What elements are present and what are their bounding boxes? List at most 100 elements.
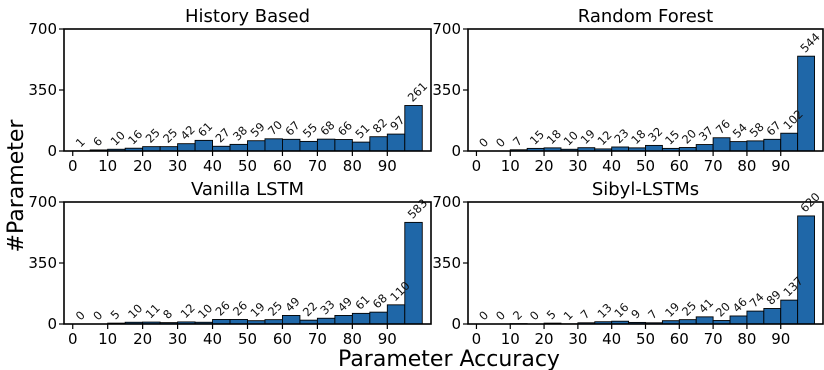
history-based-bar-label: 59 xyxy=(247,120,267,140)
random-forest-xtick-label: 50 xyxy=(636,157,655,175)
sibyl-lstms-bar-label: 25 xyxy=(679,299,699,319)
vanilla-lstm-bar xyxy=(351,312,371,325)
history-based-xtick-label: 10 xyxy=(98,157,117,175)
history-based-bar-label: 16 xyxy=(125,127,145,147)
vanilla-lstm-title: Vanilla LSTM xyxy=(191,179,304,200)
random-forest-bar-label: 20 xyxy=(679,126,699,146)
random-forest-panel: 0 0 7 1518101912231832152037765458671025440… xyxy=(432,6,824,175)
history-based-bar-label: 1 xyxy=(73,135,88,150)
history-based-ytick-label: 0 xyxy=(47,142,57,160)
history-based-bar-label: 67 xyxy=(282,118,302,138)
history-based-ytick-label: 700 xyxy=(28,20,57,38)
history-based-bar-label: 25 xyxy=(160,126,180,146)
vanilla-lstm-xtick-label: 80 xyxy=(343,330,362,348)
vanilla-lstm-xtick-label: 30 xyxy=(168,330,187,348)
vanilla-lstm-xtick-label: 50 xyxy=(238,330,257,348)
vanilla-lstm-bar-label: 10 xyxy=(195,301,215,321)
sibyl-lstms-bar xyxy=(797,215,815,325)
random-forest-bar xyxy=(729,141,748,152)
history-based-bar-label: 55 xyxy=(300,120,320,140)
random-forest-bar-label: 18 xyxy=(628,127,648,147)
sibyl-lstms-bar-label: 7 xyxy=(645,307,660,322)
history-based-bar xyxy=(334,139,353,152)
vanilla-lstm-bar-label: 0 xyxy=(73,308,88,323)
sibyl-lstms-xtick-label: 50 xyxy=(636,330,655,348)
vanilla-lstm-bar-label: 49 xyxy=(282,294,302,314)
vanilla-lstm-bar xyxy=(369,311,388,325)
history-based-bar-label: 82 xyxy=(370,116,390,136)
random-forest-xtick-label: 70 xyxy=(704,157,723,175)
history-based-bar xyxy=(177,143,196,152)
history-based-xtick-label: 90 xyxy=(378,157,397,175)
sibyl-lstms-xtick-label: 80 xyxy=(737,330,756,348)
sibyl-lstms-xtick-label: 30 xyxy=(568,330,587,348)
history-based-bar xyxy=(351,141,371,152)
sibyl-lstms-bar-label: 1 xyxy=(561,308,576,323)
vanilla-lstm-ytick-label: 0 xyxy=(47,315,57,333)
random-forest-xtick-label: 40 xyxy=(602,157,621,175)
random-forest-bar xyxy=(645,144,663,152)
sibyl-lstms-ytick-label: 350 xyxy=(432,254,461,272)
history-based-bar xyxy=(369,136,388,152)
history-based-bar xyxy=(264,138,283,152)
vanilla-lstm-bar-label: 26 xyxy=(230,298,250,318)
history-based-xtick-label: 0 xyxy=(68,157,78,175)
history-based-bar-label: 66 xyxy=(335,118,355,138)
random-forest-bar-label: 7 xyxy=(510,134,525,149)
random-forest-xtick-label: 60 xyxy=(670,157,689,175)
sibyl-lstms-xtick-label: 70 xyxy=(704,330,723,348)
history-based-xtick-label: 70 xyxy=(308,157,327,175)
history-based-title: History Based xyxy=(185,6,310,27)
history-based-panel: 1 6 10162525426127385970675568665182972610… xyxy=(28,6,432,175)
random-forest-xtick-label: 20 xyxy=(535,157,554,175)
history-based-bar xyxy=(299,140,318,152)
vanilla-lstm-xtick-label: 70 xyxy=(308,330,327,348)
sibyl-lstms-bar xyxy=(746,310,765,325)
random-forest-bar xyxy=(797,55,815,152)
history-based-bar xyxy=(247,140,266,152)
vanilla-lstm-bar-label: 583 xyxy=(405,196,430,221)
random-forest-bar xyxy=(695,144,714,152)
history-based-bar-label: 27 xyxy=(213,125,233,145)
vanilla-lstm-ytick-label: 700 xyxy=(28,193,57,211)
history-based-bar xyxy=(282,138,301,152)
sibyl-lstms-bar-label: 7 xyxy=(578,307,593,322)
history-based-bar-label: 42 xyxy=(178,123,198,143)
random-forest-bar xyxy=(746,140,765,152)
sibyl-lstms-xtick-label: 60 xyxy=(670,330,689,348)
history-based-bar-label: 6 xyxy=(90,134,105,149)
sibyl-lstms-bar xyxy=(763,308,782,325)
sibyl-lstms-bar xyxy=(729,315,748,325)
history-based-bar xyxy=(404,105,423,152)
vanilla-lstm-bar-label: 5 xyxy=(108,307,123,322)
vanilla-lstm-bar xyxy=(334,315,353,325)
history-based-bar xyxy=(316,138,336,152)
vanilla-lstm-bar xyxy=(316,317,336,325)
history-based-xtick-label: 20 xyxy=(133,157,152,175)
sibyl-lstms-xtick-label: 0 xyxy=(472,330,482,348)
sibyl-lstms-xtick-label: 40 xyxy=(602,330,621,348)
sibyl-lstms-bar-label: 2 xyxy=(510,308,525,323)
sibyl-lstms-xtick-label: 10 xyxy=(501,330,520,348)
vanilla-lstm-bar-label: 49 xyxy=(335,294,355,314)
sibyl-lstms-bar-label: 74 xyxy=(747,290,767,310)
history-based-xtick-label: 40 xyxy=(203,157,222,175)
random-forest-bar-label: 76 xyxy=(713,117,733,137)
sibyl-lstms-bar-label: 5 xyxy=(544,307,559,322)
sibyl-lstms-bar-label: 9 xyxy=(628,306,643,321)
sibyl-lstms-bar-label: 41 xyxy=(696,296,716,316)
sibyl-lstms-title: Sibyl-LSTMs xyxy=(592,179,699,200)
history-based-bar-label: 261 xyxy=(405,79,430,104)
sibyl-lstms-bar xyxy=(780,299,799,325)
vanilla-lstm-bar-label: 0 xyxy=(90,308,105,323)
random-forest-bar-label: 544 xyxy=(797,30,822,55)
history-based-xtick-label: 30 xyxy=(168,157,187,175)
history-based-xtick-label: 60 xyxy=(273,157,292,175)
random-forest-bar-label: 0 xyxy=(493,135,508,150)
random-forest-xtick-label: 30 xyxy=(568,157,587,175)
history-based-ytick-label: 350 xyxy=(28,81,57,99)
random-forest-bar xyxy=(780,132,799,152)
